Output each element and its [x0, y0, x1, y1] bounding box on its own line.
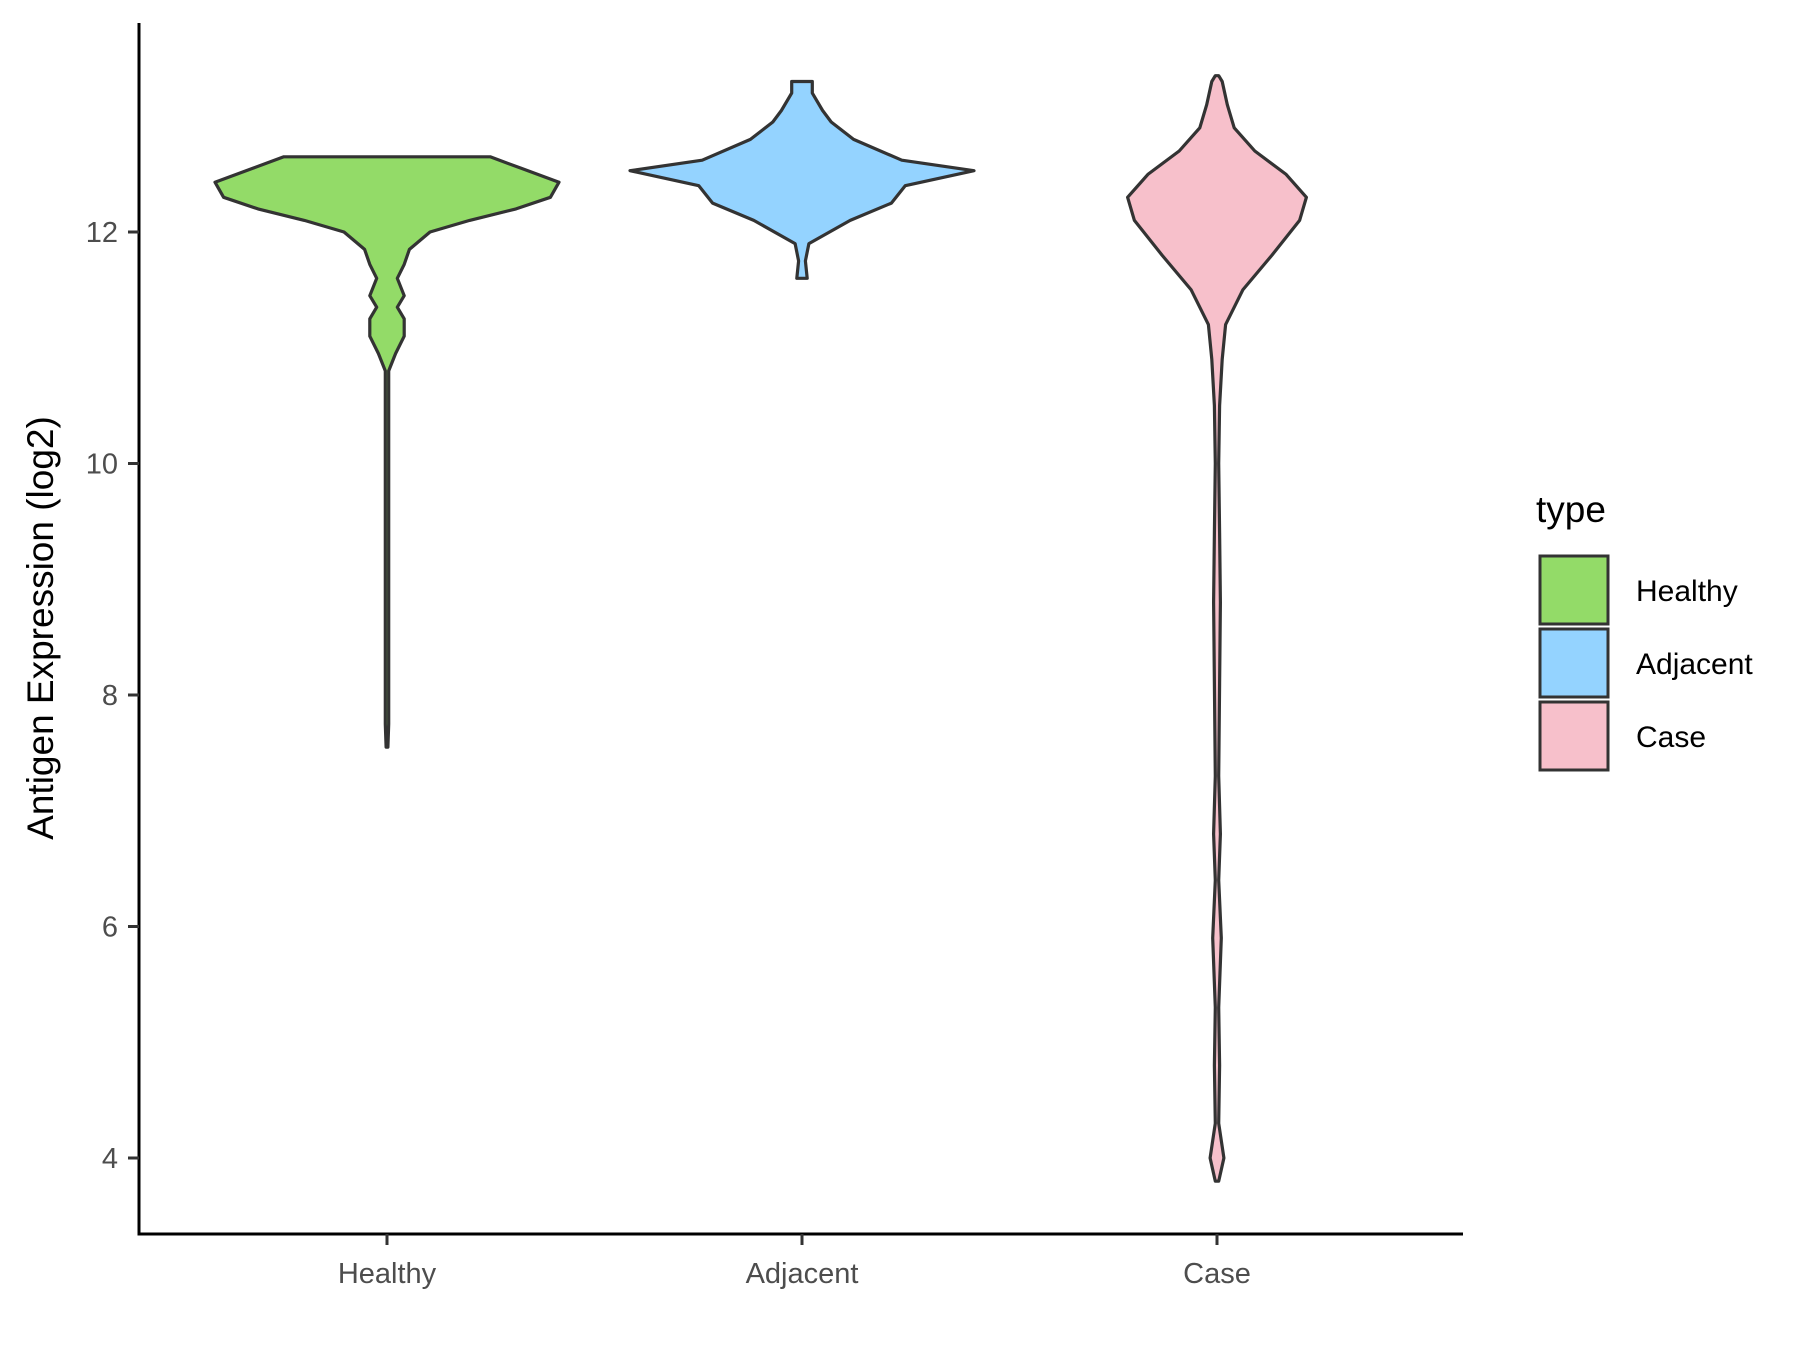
axes-layer — [137, 23, 1463, 1236]
y-ticks: 4 6 8 10 12 — [86, 217, 139, 1175]
legend-label-case: Case — [1636, 721, 1706, 754]
x-tick-label: Adjacent — [746, 1258, 859, 1290]
legend-swatch-healthy — [1538, 554, 1610, 626]
legend-label-healthy: Healthy — [1636, 575, 1738, 608]
x-tick-label: Case — [1183, 1258, 1251, 1290]
legend-swatch-case — [1538, 700, 1610, 772]
violins-layer — [213, 74, 1308, 1183]
y-tick-label: 6 — [102, 912, 118, 944]
y-tick-label: 10 — [86, 449, 118, 481]
y-tick-label: 12 — [86, 217, 118, 249]
y-tick-label: 4 — [102, 1143, 118, 1175]
legend-title: type — [1536, 489, 1606, 530]
legend: type Healthy Adjacent Case — [1536, 489, 1753, 772]
y-tick-label: 8 — [102, 680, 118, 712]
violin-healthy — [213, 155, 561, 749]
x-tick-label: Healthy — [338, 1258, 437, 1290]
legend-label-adjacent: Adjacent — [1636, 648, 1753, 681]
y-axis-title: Antigen Expression (log2) — [20, 416, 61, 840]
violin-case — [1126, 74, 1308, 1183]
violin-adjacent — [628, 79, 976, 280]
legend-swatch-adjacent — [1538, 627, 1610, 699]
x-ticks: Healthy Adjacent Case — [338, 1234, 1251, 1290]
